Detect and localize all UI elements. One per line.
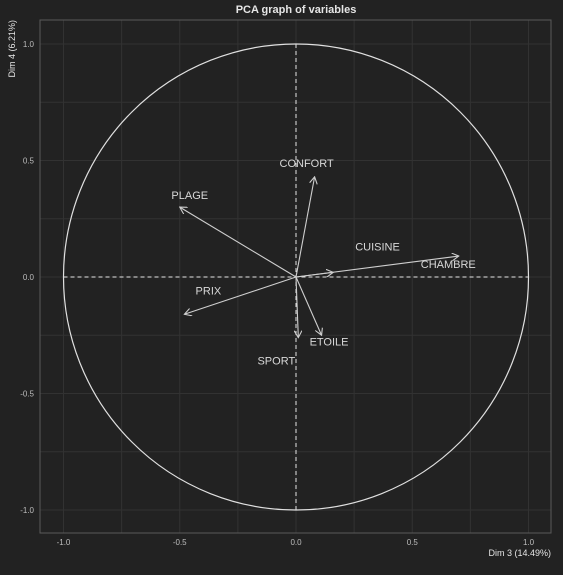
variable-arrows <box>180 177 459 338</box>
label-etoile: ETOILE <box>310 336 349 348</box>
plot-panel-border <box>39 19 552 534</box>
label-chambre: CHAMBRE <box>421 259 476 271</box>
y-tick-label: 0.0 <box>23 273 35 282</box>
arrow-confort <box>295 177 315 278</box>
y-tick-label: -0.5 <box>20 390 34 399</box>
y-tick-label: 1.0 <box>23 40 35 49</box>
x-tick-label: 1.0 <box>523 538 535 547</box>
unit-circle <box>62 43 530 511</box>
x-axis-label: Dim 3 (14.49%) <box>488 548 551 558</box>
tick-labels: -1.0 -0.5 0.0 0.5 1.0 -1.0 -0.5 0.0 0.5 1.0 <box>20 40 534 547</box>
arrow-plage <box>180 207 297 278</box>
label-confort: CONFORT <box>280 158 334 170</box>
y-tick-label: 0.5 <box>23 157 35 166</box>
x-tick-label: 0.5 <box>407 538 419 547</box>
y-tick-label: -1.0 <box>20 506 34 515</box>
label-sport: SPORT <box>257 356 295 368</box>
arrow-sport <box>296 276 298 338</box>
x-tick-label: -0.5 <box>173 538 187 547</box>
x-tick-label: -1.0 <box>57 538 71 547</box>
label-plage: PLAGE <box>171 190 208 202</box>
label-cuisine: CUISINE <box>355 241 400 253</box>
arrow-prix <box>184 276 297 314</box>
x-tick-label: 0.0 <box>290 538 302 547</box>
variable-labels: PLAGE CONFORT CUISINE CHAMBRE PRIX ETOILE SPOR… <box>171 158 475 368</box>
unit-circle-group <box>62 43 530 511</box>
arrow-chambre <box>295 256 459 278</box>
arrow-etoile <box>295 276 322 335</box>
label-prix: PRIX <box>196 285 222 297</box>
y-axis-label: Dim 4 (6.21%) <box>7 20 17 78</box>
chart-title: PCA graph of variables <box>236 4 357 16</box>
